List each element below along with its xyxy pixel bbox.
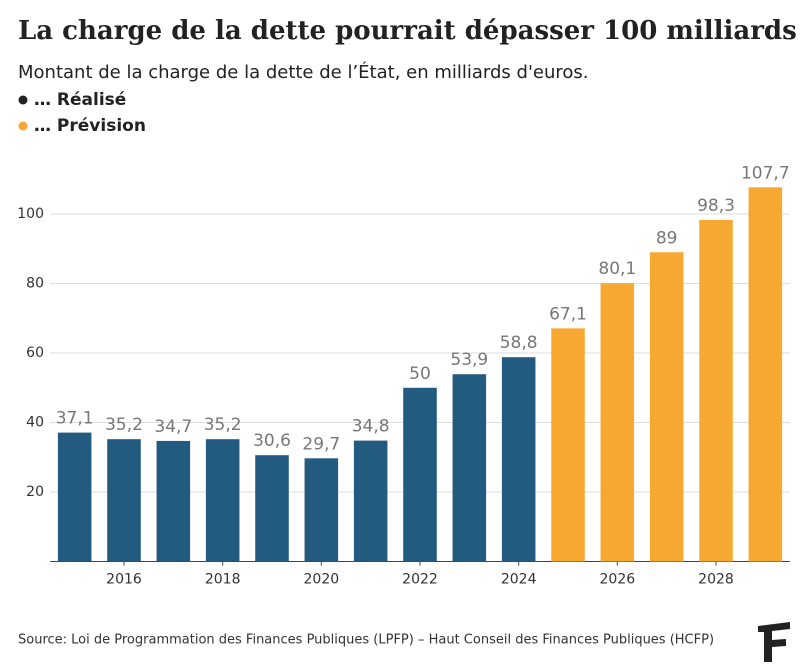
value-label: 89: [656, 228, 678, 248]
value-label: 67,1: [549, 304, 587, 324]
y-tick-label: 20: [26, 484, 44, 500]
x-tick-label: 2022: [402, 572, 438, 588]
value-label: 98,3: [697, 196, 735, 216]
bar: [649, 252, 684, 562]
y-tick-label: 40: [26, 415, 44, 431]
bar: [107, 439, 141, 562]
y-tick-label: 80: [26, 276, 44, 292]
legend-marker: [18, 121, 28, 131]
bar: [205, 439, 240, 562]
x-tick-label: 2026: [600, 572, 636, 588]
bar: [57, 432, 92, 562]
value-label: 107,7: [741, 163, 790, 183]
legend-label: … Réalisé: [34, 90, 126, 110]
value-label: 30,6: [253, 431, 291, 451]
value-label: 58,8: [500, 333, 538, 353]
bar: [501, 357, 536, 562]
bar: [452, 374, 487, 562]
value-label: 37,1: [56, 409, 94, 429]
x-tick-label: 2020: [304, 572, 340, 588]
source: Source: Loi de Programmation des Finance…: [18, 633, 714, 648]
legend-marker: [18, 95, 28, 105]
logo: [758, 622, 790, 662]
chart-subtitle: Montant de la charge de la dette de l’Ét…: [18, 61, 589, 83]
bar: [699, 219, 733, 562]
value-label: 35,2: [204, 415, 242, 435]
bar: [551, 328, 585, 562]
x-tick-label: 2028: [698, 572, 734, 588]
value-label: 50: [409, 364, 431, 384]
bar: [304, 458, 339, 562]
value-label: 34,8: [352, 417, 390, 437]
bar: [600, 283, 635, 562]
logo-shape: [758, 622, 790, 662]
y-tick-label: 100: [17, 206, 44, 222]
value-label: 35,2: [105, 415, 143, 435]
legend-label: … Prévision: [34, 116, 146, 136]
value-label: 80,1: [598, 259, 636, 279]
chart-title: La charge de la dette pourrait dépasser …: [18, 16, 797, 46]
x-tick-label: 2024: [501, 572, 537, 588]
x-tick-label: 2018: [205, 572, 241, 588]
value-label: 53,9: [450, 350, 488, 370]
bar: [748, 187, 783, 562]
value-label: 34,7: [154, 417, 192, 437]
value-label: 29,7: [302, 434, 340, 454]
x-tick-label: 2016: [106, 572, 142, 588]
bar: [353, 440, 388, 562]
bar: [403, 387, 437, 562]
bar: [156, 440, 191, 562]
bar: [255, 455, 289, 562]
y-tick-label: 60: [26, 345, 44, 361]
